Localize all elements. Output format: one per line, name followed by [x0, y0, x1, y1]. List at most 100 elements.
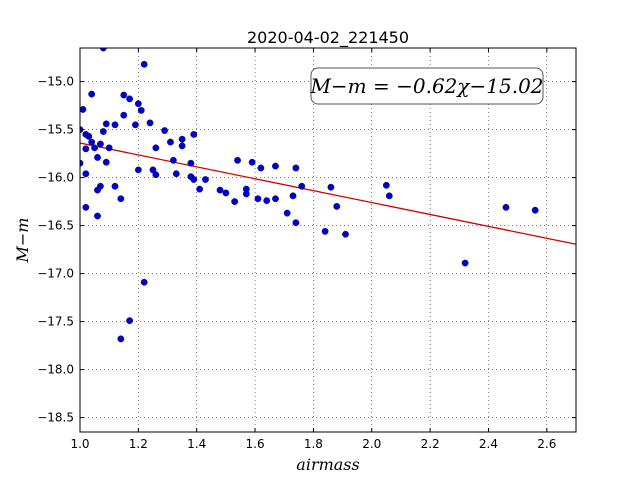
y-axis-label: M−m — [13, 218, 32, 264]
x-tick-label: 1.2 — [129, 437, 148, 451]
data-point — [272, 195, 279, 203]
data-point — [102, 158, 110, 166]
data-point — [172, 170, 180, 178]
data-point — [80, 106, 87, 113]
data-point — [178, 142, 186, 150]
fit-line — [79, 142, 577, 245]
data-point — [169, 156, 177, 164]
data-point — [126, 317, 134, 325]
data-point — [102, 120, 110, 128]
equation-text: M−m = −0.62χ−15.02 — [309, 74, 543, 98]
y-tick-label: −18.5 — [37, 411, 74, 425]
data-point — [140, 278, 148, 286]
data-point — [283, 209, 291, 217]
x-tick-label: 2.6 — [537, 437, 556, 451]
data-point — [196, 185, 204, 193]
data-point — [272, 162, 279, 170]
y-tick-label: −17.0 — [37, 267, 74, 281]
data-point — [94, 154, 101, 161]
x-tick-label: 1.6 — [246, 437, 265, 451]
data-point — [202, 176, 209, 183]
data-point — [298, 182, 306, 190]
data-point — [152, 171, 160, 179]
fit-layer — [79, 142, 577, 245]
data-point — [146, 119, 154, 127]
y-axis-ticks: −15.0 −15.5 −16.0 −16.5 −17.0 −17.5 −18.0 −18.5 — [37, 75, 576, 425]
y-tick-label: −16.5 — [37, 219, 74, 233]
data-point — [111, 182, 119, 190]
data-point — [94, 186, 101, 194]
data-point — [132, 121, 139, 129]
data-point — [94, 212, 101, 220]
data-point — [327, 183, 335, 191]
data-point — [187, 159, 195, 167]
x-tick-label: 1.4 — [187, 437, 206, 451]
data-point — [248, 158, 256, 166]
data-point — [88, 138, 96, 146]
data-point — [161, 127, 169, 134]
chart-title: 2020-04-02_221450 — [247, 28, 409, 48]
data-point — [140, 60, 148, 68]
data-point — [120, 91, 128, 99]
x-axis-label: airmass — [296, 455, 359, 474]
x-tick-label: 1.8 — [304, 437, 323, 451]
data-point — [82, 170, 90, 178]
x-tick-label: 2.2 — [421, 437, 440, 451]
data-point — [97, 140, 104, 148]
data-point — [222, 189, 230, 197]
data-point — [292, 219, 300, 227]
x-tick-label: 2.0 — [362, 437, 381, 451]
data-point — [111, 121, 119, 129]
data-point — [461, 259, 469, 267]
data-point — [190, 130, 198, 138]
equation-box: M−m = −0.62χ−15.02 — [309, 67, 544, 105]
data-point — [117, 195, 125, 203]
data-point — [289, 192, 297, 200]
data-point — [333, 202, 341, 210]
data-point — [242, 190, 250, 198]
data-point — [134, 100, 142, 108]
data-point — [105, 144, 113, 152]
data-point — [231, 198, 239, 206]
data-point — [263, 197, 271, 205]
x-tick-label: 2.4 — [479, 437, 498, 451]
data-point — [134, 166, 142, 174]
data-point — [342, 230, 349, 238]
data-point — [502, 203, 510, 211]
data-point — [88, 90, 96, 98]
data-point — [120, 111, 128, 119]
points-layer — [80, 48, 539, 343]
data-point — [126, 95, 134, 103]
data-point — [292, 164, 300, 172]
data-point — [99, 48, 107, 52]
data-point — [216, 186, 224, 194]
data-point — [321, 227, 329, 235]
data-point — [531, 206, 539, 214]
data-point — [385, 192, 393, 200]
data-point — [254, 195, 262, 203]
y-tick-label: −15.5 — [37, 123, 74, 137]
y-tick-label: −15.0 — [37, 75, 74, 89]
y-tick-label: −18.0 — [37, 363, 74, 377]
grid-lines — [79, 48, 576, 432]
data-point — [178, 135, 186, 143]
data-point — [82, 145, 90, 153]
data-point — [382, 181, 390, 189]
x-axis-ticks: 1.0 1.2 1.4 1.6 1.8 2.0 2.2 2.4 2.6 — [70, 48, 556, 451]
plot-frame — [79, 47, 577, 433]
x-tick-label: 1.0 — [70, 437, 89, 451]
data-point — [234, 156, 241, 164]
data-point — [85, 132, 93, 140]
data-point — [167, 138, 174, 146]
data-point — [190, 176, 198, 183]
data-point — [82, 203, 90, 211]
y-tick-label: −17.5 — [37, 315, 74, 329]
y-tick-label: −16.0 — [37, 171, 74, 185]
data-point — [257, 164, 265, 172]
data-point — [91, 144, 98, 152]
data-point — [152, 144, 160, 152]
data-point — [137, 107, 145, 114]
data-point — [99, 128, 107, 135]
data-point — [117, 335, 125, 343]
